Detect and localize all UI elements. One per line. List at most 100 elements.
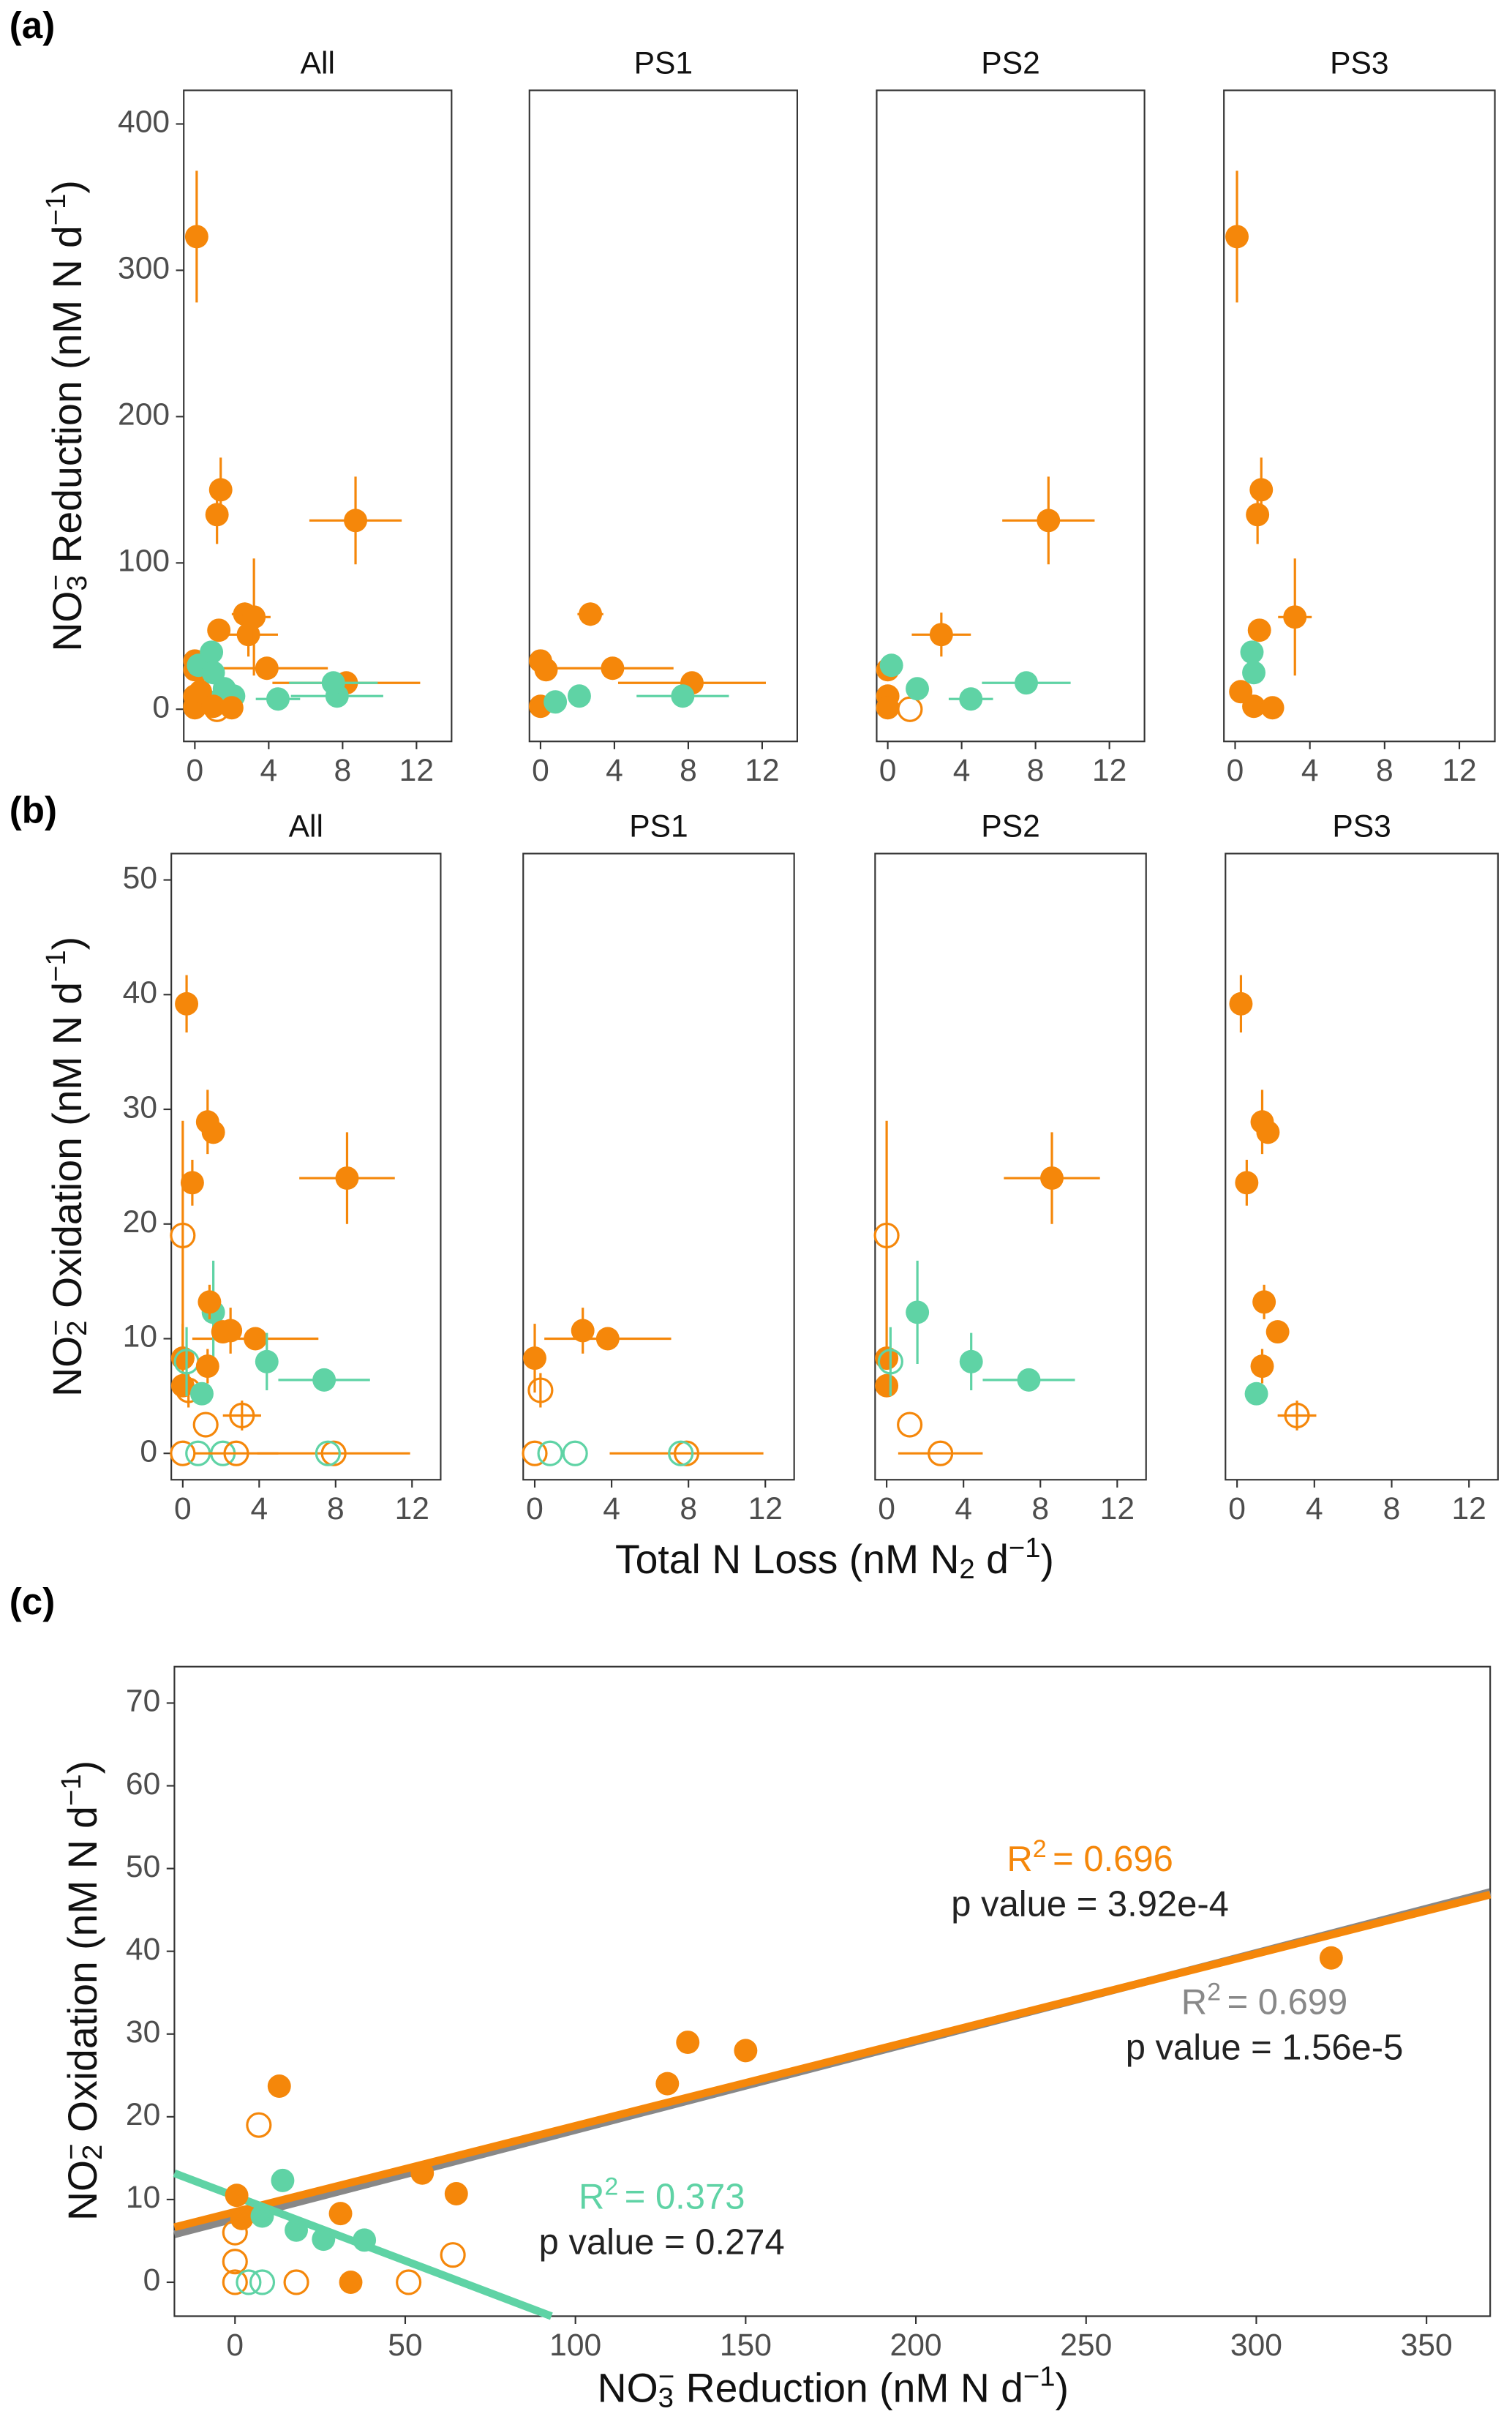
point xyxy=(906,1300,930,1324)
point xyxy=(242,605,266,629)
point xyxy=(344,509,368,533)
point xyxy=(201,694,225,719)
fit-r2-part: 2 xyxy=(604,2173,618,2200)
point xyxy=(595,1327,620,1351)
point xyxy=(673,1440,700,1466)
x-tick-label: 0 xyxy=(532,753,549,788)
point xyxy=(222,2269,248,2295)
x-tick-label: 0 xyxy=(879,753,897,788)
point xyxy=(283,2269,309,2295)
point xyxy=(734,2039,758,2063)
plot-frame xyxy=(183,89,453,743)
point xyxy=(1260,696,1285,720)
x-tick-label: 50 xyxy=(388,2328,422,2363)
axis-title-part: Oxidation (nM N d xyxy=(44,982,89,1319)
x-tick-label: 8 xyxy=(1383,1491,1401,1526)
point xyxy=(1319,1946,1343,1970)
point xyxy=(175,991,199,1016)
plot-frame xyxy=(876,89,1146,743)
x-tick-label: 0 xyxy=(226,2328,244,2363)
x-tick-label: 4 xyxy=(1301,753,1319,788)
fit-r2-part: 2 xyxy=(1033,1834,1047,1862)
point xyxy=(897,696,923,722)
point xyxy=(195,1354,219,1379)
axis-title-part: − xyxy=(40,1319,72,1335)
point xyxy=(567,684,591,708)
point xyxy=(897,1412,923,1438)
axis-title-part: NO xyxy=(598,2365,658,2410)
point xyxy=(230,2206,254,2230)
point xyxy=(246,2112,272,2138)
point xyxy=(655,2072,680,2096)
point xyxy=(877,1349,903,1375)
point xyxy=(236,2269,262,2295)
axis-title-part: 2 xyxy=(61,1321,92,1336)
fit-p: p value = 1.56e-5 xyxy=(1126,2028,1404,2067)
plot-frame xyxy=(522,852,795,1481)
x-tick-label: 8 xyxy=(680,1491,697,1526)
x-tick-label: 4 xyxy=(1306,1491,1323,1526)
y-tick-label: 40 xyxy=(123,975,157,1011)
point xyxy=(444,2182,468,2205)
x-tick-label: 150 xyxy=(720,2328,772,2363)
point xyxy=(1242,694,1266,719)
y-tick-label: 50 xyxy=(126,1849,160,1884)
facet-title: PS1 xyxy=(629,809,688,844)
point xyxy=(601,656,625,681)
point xyxy=(1040,1166,1064,1191)
point xyxy=(1015,671,1038,695)
fit-r2: R2 = 0.373 xyxy=(579,2173,745,2216)
point xyxy=(266,687,290,711)
panel-label: (b) xyxy=(10,790,57,831)
fit-r2-part: = 0.696 xyxy=(1053,1840,1173,1879)
y-tick-label: 400 xyxy=(118,105,170,140)
plot-frame xyxy=(874,852,1147,1481)
axis-title-part: −1 xyxy=(40,194,72,226)
x-tick-label: 4 xyxy=(955,1491,972,1526)
point xyxy=(267,2074,291,2098)
x-tick-label: 0 xyxy=(1227,753,1244,788)
point xyxy=(875,1373,899,1398)
axis-title-part: ) xyxy=(1056,2365,1069,2410)
plot-frame xyxy=(1223,89,1496,743)
point xyxy=(873,1222,900,1248)
point xyxy=(180,1171,204,1195)
point xyxy=(440,2242,466,2268)
point xyxy=(562,1440,588,1466)
point xyxy=(1242,661,1266,685)
y-tick-label: 50 xyxy=(123,861,157,896)
y-tick-label: 0 xyxy=(152,690,170,725)
point xyxy=(1244,1382,1268,1406)
point xyxy=(1284,1402,1310,1429)
x-tick-label: 8 xyxy=(334,753,352,788)
point xyxy=(229,1402,255,1429)
x-tick-label: 300 xyxy=(1230,2328,1282,2363)
facet-title: PS3 xyxy=(1332,809,1391,844)
axis-title-part: 2 xyxy=(959,1553,974,1585)
point xyxy=(959,687,983,711)
point xyxy=(668,1440,694,1466)
point xyxy=(223,1440,249,1466)
x-tick-label: 12 xyxy=(399,753,434,788)
point xyxy=(222,2249,248,2275)
y-tick-label: 200 xyxy=(118,397,170,432)
x-tick-label: 4 xyxy=(606,753,623,788)
point xyxy=(1240,640,1264,664)
point xyxy=(339,2271,363,2294)
axis-title: NO2− Oxidation (nM N d−1) xyxy=(40,937,92,1397)
x-tick-label: 0 xyxy=(526,1491,544,1526)
point xyxy=(579,602,603,626)
point xyxy=(208,478,233,502)
axis-title: NO2− Oxidation (nM N d−1) xyxy=(56,1761,108,2221)
point xyxy=(312,2227,336,2252)
point xyxy=(676,2031,700,2055)
axis-title-part: Reduction (nM N d xyxy=(44,225,89,574)
point xyxy=(1283,605,1307,629)
point xyxy=(335,1166,359,1191)
axis-title-part: d xyxy=(975,1537,1009,1582)
point xyxy=(1235,1171,1259,1195)
x-tick-label: 4 xyxy=(953,753,971,788)
x-tick-label: 12 xyxy=(748,1491,783,1526)
